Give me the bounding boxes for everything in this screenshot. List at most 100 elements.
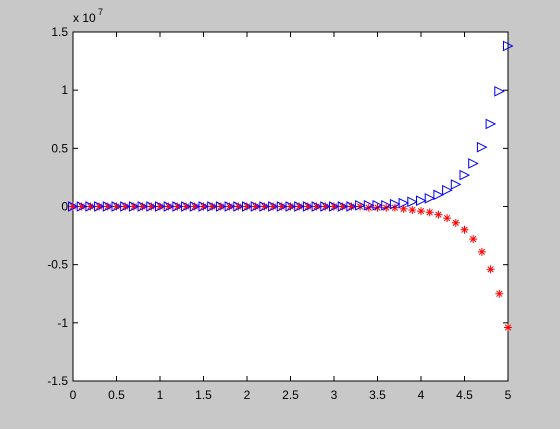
data-point — [425, 208, 434, 217]
marker-stroke — [443, 214, 451, 222]
data-point — [242, 201, 253, 212]
data-point — [407, 196, 418, 208]
y-tick-label: 0 — [61, 200, 68, 214]
marker-stroke — [452, 219, 459, 226]
marker-stroke — [470, 235, 477, 243]
marker-shape — [137, 201, 149, 212]
marker-shape — [442, 184, 453, 196]
marker-stroke — [400, 205, 407, 212]
marker-shape — [242, 201, 253, 212]
marker-shape — [329, 201, 340, 212]
marker-shape — [233, 201, 244, 212]
data-point — [302, 201, 314, 212]
data-point — [76, 201, 88, 212]
data-point — [443, 214, 452, 223]
data-point — [389, 198, 401, 210]
data-point — [486, 265, 495, 274]
data-point — [460, 225, 469, 234]
marker-shape — [181, 201, 192, 212]
marker-shape — [146, 201, 157, 212]
data-point — [224, 201, 236, 212]
x-tick-label: 2 — [244, 388, 251, 402]
marker-shape — [259, 201, 271, 212]
x-tick-label: 1 — [157, 388, 164, 402]
marker-shape — [459, 169, 471, 181]
y-tick-label: 1 — [61, 83, 68, 97]
data-point — [451, 218, 460, 227]
marker-shape — [94, 201, 105, 212]
marker-shape — [294, 201, 305, 212]
data-point — [476, 141, 488, 153]
marker-stroke — [417, 207, 425, 215]
data-point — [433, 189, 445, 201]
marker-stroke — [504, 324, 512, 331]
data-point — [320, 201, 331, 212]
marker-shape — [224, 201, 236, 212]
marker-shape — [346, 201, 358, 212]
data-point — [485, 118, 497, 130]
x-tick-label: 1.5 — [195, 388, 212, 402]
marker-shape — [485, 118, 497, 130]
marker-shape — [355, 200, 366, 211]
marker-shape — [268, 201, 279, 212]
data-point — [94, 201, 105, 212]
marker-shape — [389, 198, 401, 210]
data-point — [372, 200, 384, 211]
data-point — [468, 158, 479, 169]
marker-shape — [276, 201, 288, 212]
marker-shape — [450, 179, 462, 190]
data-point — [259, 201, 271, 212]
marker-shape — [311, 201, 323, 212]
marker-shape — [172, 201, 184, 212]
data-point — [285, 201, 297, 212]
marker-shape — [207, 201, 218, 212]
data-point — [417, 207, 425, 216]
y-tick-label: 0.5 — [51, 141, 68, 155]
x-tick-label: 3.5 — [369, 388, 386, 402]
marker-shape — [416, 195, 427, 206]
marker-shape — [285, 201, 297, 212]
marker-shape — [68, 201, 79, 212]
x-tick-label: 4.5 — [456, 388, 473, 402]
data-point — [294, 201, 305, 212]
marker-shape — [163, 201, 175, 212]
data-point — [363, 200, 375, 211]
data-point — [459, 169, 471, 181]
data-point — [111, 201, 123, 212]
data-point — [408, 205, 417, 214]
marker-shape — [503, 40, 514, 52]
data-point — [233, 201, 244, 212]
data-point — [198, 201, 210, 212]
y-tick-label: -0.5 — [47, 258, 68, 272]
marker-shape — [398, 197, 410, 209]
exponent-label: x 10 — [73, 11, 96, 25]
marker-shape — [111, 201, 123, 212]
data-point — [504, 323, 512, 332]
data-point — [120, 201, 131, 212]
marker-shape — [433, 189, 445, 201]
marker-shape — [189, 201, 201, 212]
marker-shape — [381, 200, 392, 211]
x-tick-label: 2.5 — [282, 388, 299, 402]
data-point — [207, 201, 218, 212]
marker-shape — [215, 201, 227, 212]
data-point — [276, 201, 288, 212]
marker-shape — [337, 201, 349, 212]
marker-stroke — [426, 209, 433, 216]
data-point — [337, 201, 349, 212]
data-point — [311, 201, 323, 212]
marker-shape — [250, 201, 262, 212]
data-point — [268, 201, 279, 212]
data-point — [495, 289, 504, 298]
data-point — [494, 86, 505, 97]
data-point — [189, 201, 201, 212]
data-point — [424, 193, 436, 204]
marker-shape — [102, 201, 114, 212]
marker-shape — [320, 201, 331, 212]
data-point — [329, 201, 340, 212]
data-point — [146, 201, 157, 212]
marker-shape — [363, 200, 375, 211]
marker-shape — [302, 201, 314, 212]
data-point — [477, 247, 486, 256]
